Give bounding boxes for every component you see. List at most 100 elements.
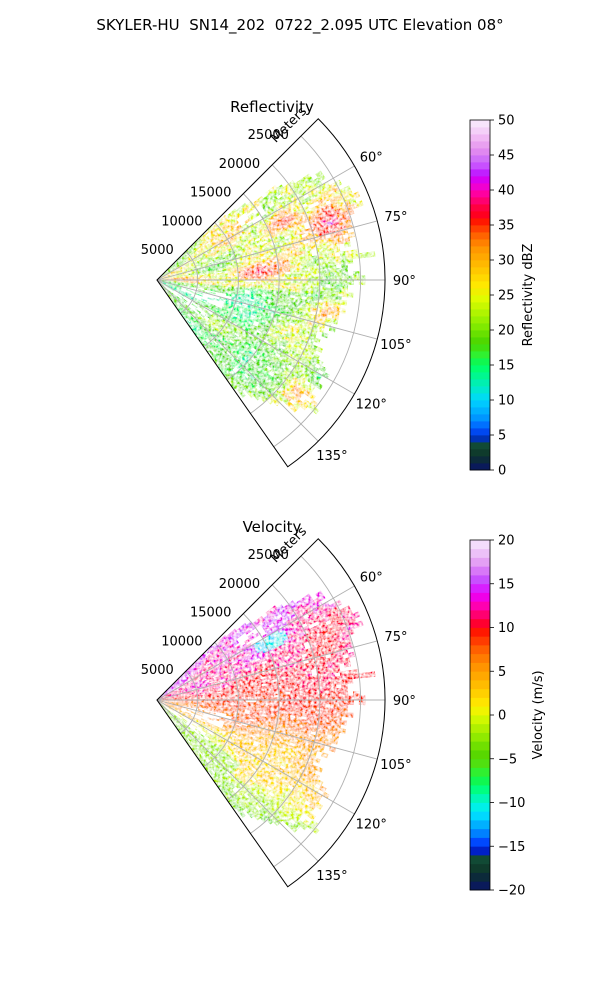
field-cell: [259, 740, 267, 746]
field-cell: [208, 247, 215, 252]
field-cell: [165, 290, 170, 297]
field-cell: [230, 239, 237, 244]
field-cell: [182, 278, 189, 280]
field-cell: [203, 658, 210, 664]
field-cell: [336, 691, 343, 697]
field-cell: [216, 726, 223, 731]
field-cell: [197, 322, 203, 329]
field-cell: [167, 289, 172, 294]
field-cell: [267, 702, 275, 706]
field-cell: [197, 734, 203, 740]
field-cell: [268, 665, 276, 671]
field-cell: [221, 766, 228, 773]
field-cell: [208, 656, 215, 662]
field-cell: [215, 351, 222, 359]
field-cell: [215, 336, 221, 343]
field-cell: [201, 679, 208, 683]
field-cell: [224, 639, 231, 646]
field-cell: [163, 270, 169, 276]
field-cell: [174, 688, 181, 692]
field-cell: [239, 788, 246, 795]
field-cell: [237, 294, 245, 298]
field-cell: [228, 215, 236, 222]
field-cell: [335, 291, 343, 297]
colorbar-swatch: [470, 449, 490, 457]
field-cell: [163, 691, 170, 696]
field-cell: [256, 357, 264, 365]
field-cell: [241, 769, 249, 776]
field-cell: [345, 670, 353, 676]
field-cell: [186, 268, 193, 272]
field-cell: [180, 688, 187, 692]
field-cell: [210, 694, 217, 697]
field-cell: [267, 225, 275, 232]
field-cell: [271, 196, 279, 203]
field-cell: [222, 696, 229, 699]
colorbar-swatch: [470, 688, 490, 698]
field-cell: [284, 207, 292, 214]
field-cell: [233, 247, 241, 253]
field-cell: [247, 300, 255, 304]
field-cell: [166, 710, 171, 716]
field-cell: [311, 826, 320, 835]
field-cell: [213, 311, 220, 316]
field-cell: [233, 212, 240, 218]
field-cell: [164, 695, 171, 698]
field-cell: [220, 223, 227, 229]
field-cell: [167, 266, 172, 271]
field-cell: [191, 242, 198, 248]
field-cell: [284, 641, 292, 648]
field-cell: [233, 652, 240, 658]
field-cell: [163, 271, 169, 276]
field-cell: [232, 753, 239, 760]
field-cell: [176, 273, 183, 276]
field-cell: [173, 265, 179, 270]
field-cell: [176, 280, 183, 282]
field-cell: [183, 732, 189, 739]
field-cell: [188, 247, 194, 253]
field-cell: [294, 323, 302, 329]
field-cell: [198, 329, 205, 335]
field-cell: [343, 657, 351, 664]
field-cell: [278, 285, 286, 289]
field-cell: [193, 282, 200, 284]
field-cell: [181, 313, 187, 320]
field-cell: [260, 237, 268, 243]
field-cell: [181, 257, 188, 262]
field-cell: [172, 684, 179, 689]
field-cell: [219, 664, 227, 669]
field-cell: [237, 790, 244, 797]
field-cell: [339, 670, 347, 677]
field-cell: [209, 708, 217, 711]
field-cell: [289, 678, 296, 683]
field-cell: [218, 661, 225, 667]
field-cell: [289, 639, 297, 645]
field-cell: [188, 742, 194, 749]
field-cell: [257, 668, 265, 674]
field-cell: [233, 632, 240, 638]
field-cell: [297, 346, 305, 353]
field-cell: [223, 771, 231, 779]
field-cell: [256, 648, 264, 654]
field-cell: [305, 199, 314, 207]
field-cell: [253, 393, 261, 401]
colorbar-swatch: [470, 442, 490, 450]
field-cell: [266, 264, 274, 269]
field-cell: [202, 247, 209, 253]
field-cell: [185, 730, 191, 736]
colorbar-swatch: [470, 653, 490, 663]
field-cell: [266, 763, 274, 770]
field-cell: [267, 704, 274, 708]
field-cell: [236, 326, 244, 333]
field-cell: [217, 220, 224, 226]
field-cell: [205, 765, 211, 772]
field-cell: [169, 272, 176, 276]
field-cell: [190, 313, 197, 319]
field-cell: [287, 621, 295, 628]
field-cell: [206, 731, 213, 737]
field-cell: [174, 287, 181, 291]
field-cell: [261, 706, 269, 710]
field-cell: [246, 669, 254, 674]
field-cell: [317, 258, 325, 263]
field-cell: [250, 704, 257, 707]
